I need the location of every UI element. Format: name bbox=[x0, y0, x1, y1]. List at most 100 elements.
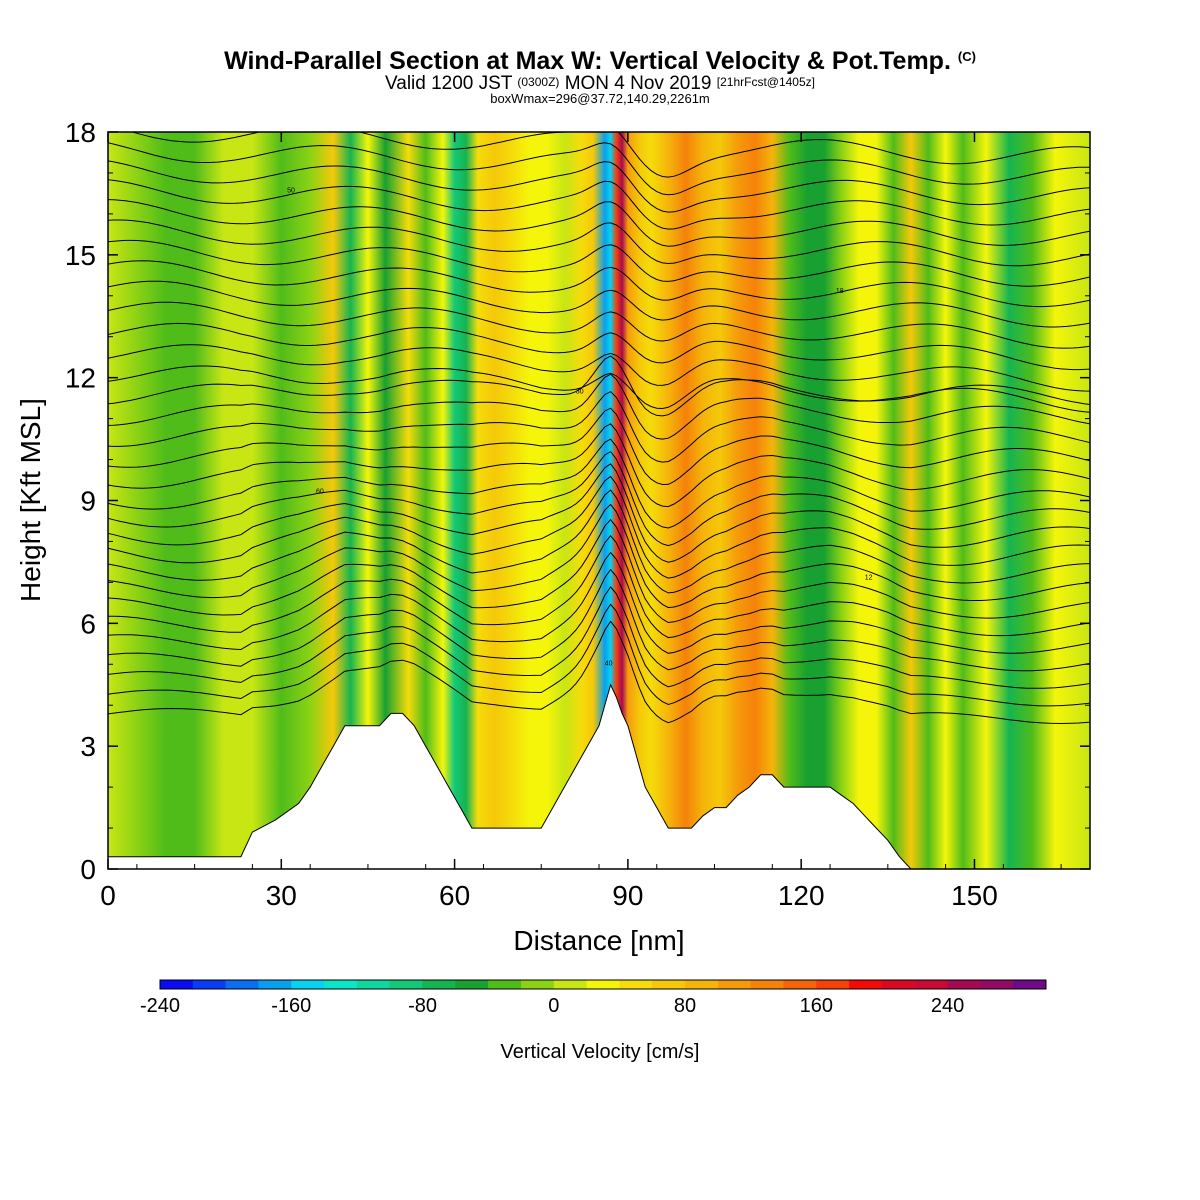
isentrope-line bbox=[108, 568, 1090, 672]
x-tick-label: 120 bbox=[778, 880, 825, 911]
colorbar-tick-label: -160 bbox=[271, 995, 311, 1017]
isentrope-line bbox=[108, 355, 1090, 417]
colorbar-segment bbox=[520, 980, 555, 989]
y-tick-label: 0 bbox=[80, 854, 96, 885]
box-max-info: boxWmax=296@37.72,140.29,2261m bbox=[490, 91, 710, 106]
x-tick-label: 30 bbox=[266, 880, 297, 911]
isentrope-line bbox=[108, 219, 1090, 267]
colorbar-segment bbox=[553, 980, 588, 989]
colorbar-segment bbox=[619, 980, 653, 989]
y-tick-label: 9 bbox=[80, 486, 96, 517]
x-axis-label: Distance [nm] bbox=[513, 925, 684, 956]
isentrope-line bbox=[108, 344, 1090, 392]
colorbar-segment bbox=[980, 980, 1014, 989]
isentrope-line bbox=[108, 391, 1090, 463]
isentrope-line bbox=[108, 160, 1090, 213]
isentrope-label: 30 bbox=[576, 388, 584, 395]
colorbar-segment bbox=[914, 980, 949, 989]
chart-subtitle: Valid 1200 JST (0300Z) MON 4 Nov 2019 [2… bbox=[0, 72, 1200, 94]
isentrope-line bbox=[108, 301, 1090, 349]
isentrope-line bbox=[108, 260, 1090, 308]
y-axis-label: Height [Kft MSL] bbox=[15, 398, 46, 602]
isentrope-line bbox=[108, 365, 1090, 413]
y-tick-label: 12 bbox=[65, 363, 96, 394]
colorbar-segment bbox=[947, 980, 981, 989]
isentrope-line bbox=[108, 603, 1090, 707]
isentrope-line bbox=[108, 438, 1090, 529]
isentrope-line bbox=[108, 179, 1090, 230]
colorbar-segment bbox=[225, 980, 259, 989]
colorbar-segment bbox=[652, 980, 686, 989]
colorbar-tick-label: -80 bbox=[408, 995, 437, 1017]
isentrope-line bbox=[108, 463, 1090, 563]
colorbar: -240 -160 -80 0 80 160 240 bbox=[140, 979, 1047, 1017]
isentrope-line bbox=[108, 322, 1090, 371]
isentrope-label: 18 bbox=[836, 288, 844, 295]
isentrope-line bbox=[108, 518, 1090, 624]
colorbar-segment bbox=[389, 980, 424, 989]
isentrope-line bbox=[108, 373, 1090, 440]
potential-temperature-contours: 40 12 60 30 18 50 bbox=[108, 132, 1090, 725]
isentrope-line bbox=[108, 199, 1090, 247]
colorbar-segment bbox=[881, 980, 916, 989]
isentrope-line bbox=[108, 586, 1090, 689]
x-tick-label: 90 bbox=[612, 880, 643, 911]
isentrope-label: 12 bbox=[865, 575, 873, 582]
copyright-mark: (C) bbox=[957, 49, 976, 64]
colorbar-tick-label: 0 bbox=[548, 995, 559, 1017]
colorbar-segment bbox=[783, 980, 817, 989]
colorbar-segment bbox=[192, 980, 227, 989]
colorbar-segment bbox=[356, 980, 391, 989]
colorbar-segment bbox=[849, 980, 883, 989]
isentrope-label: 60 bbox=[316, 489, 324, 496]
isentrope-line bbox=[108, 535, 1090, 639]
isentrope-line bbox=[108, 503, 1090, 609]
colorbar-segment bbox=[1013, 980, 1047, 989]
x-tick-label: 0 bbox=[100, 880, 116, 911]
colorbar-segment bbox=[685, 980, 719, 989]
colorbar-segment bbox=[717, 980, 752, 989]
isentrope-line bbox=[108, 475, 1090, 579]
isentrope-line bbox=[108, 280, 1090, 328]
x-tick-label: 150 bbox=[951, 880, 998, 911]
chart-title-text: Wind-Parallel Section at Max W: Vertical… bbox=[224, 47, 951, 75]
colorbar-tick-label: 240 bbox=[931, 995, 964, 1017]
chart-title: Wind-Parallel Section at Max W: Vertical… bbox=[0, 42, 1200, 76]
colorbar-frame bbox=[159, 979, 1047, 990]
colorbar-tick-label: 160 bbox=[800, 995, 833, 1017]
colorbar-segment bbox=[291, 980, 325, 989]
isentrope-label: 40 bbox=[605, 661, 613, 668]
isentrope-line bbox=[108, 620, 1090, 725]
colorbar-segment bbox=[160, 980, 194, 989]
colorbar-tick-label: 80 bbox=[674, 995, 696, 1017]
colorbar-segment bbox=[750, 980, 784, 989]
y-tick-label: 15 bbox=[65, 240, 96, 271]
isentrope-line bbox=[108, 489, 1090, 594]
valid-date: MON 4 Nov 2019 bbox=[564, 73, 712, 94]
x-tick-label: 60 bbox=[439, 880, 470, 911]
isentrope-line bbox=[108, 142, 1090, 196]
colorbar-segment bbox=[816, 980, 850, 989]
axes: 0 30 60 90 120 150 0 3 6 9 12 15 18 bbox=[65, 117, 1090, 911]
y-tick-label: 18 bbox=[65, 117, 96, 148]
isentrope-line bbox=[130, 132, 1090, 178]
colorbar-label: Vertical Velocity [cm/s] bbox=[501, 1041, 700, 1063]
forecast-info: [21hrFcst@1405z] bbox=[716, 75, 815, 89]
colorbar-tick-label: -240 bbox=[140, 995, 180, 1017]
colorbar-segment bbox=[488, 980, 522, 989]
isentrope-line bbox=[108, 239, 1090, 287]
isentrope-line bbox=[108, 407, 1090, 486]
isentrope-line bbox=[108, 450, 1090, 547]
colorbar-segment bbox=[586, 980, 620, 989]
valid-utc: (0300Z) bbox=[517, 75, 560, 89]
title-block: Wind-Parallel Section at Max W: Vertical… bbox=[0, 42, 1200, 106]
isentrope-line bbox=[108, 423, 1090, 508]
y-tick-label: 6 bbox=[80, 608, 96, 639]
isentrope-line bbox=[108, 551, 1090, 654]
isentrope-label: 50 bbox=[287, 188, 295, 195]
colorbar-segment bbox=[324, 980, 358, 989]
terrain-mask bbox=[108, 683, 1090, 869]
colorbar-segment bbox=[422, 980, 456, 989]
colorbar-segment bbox=[258, 980, 292, 989]
